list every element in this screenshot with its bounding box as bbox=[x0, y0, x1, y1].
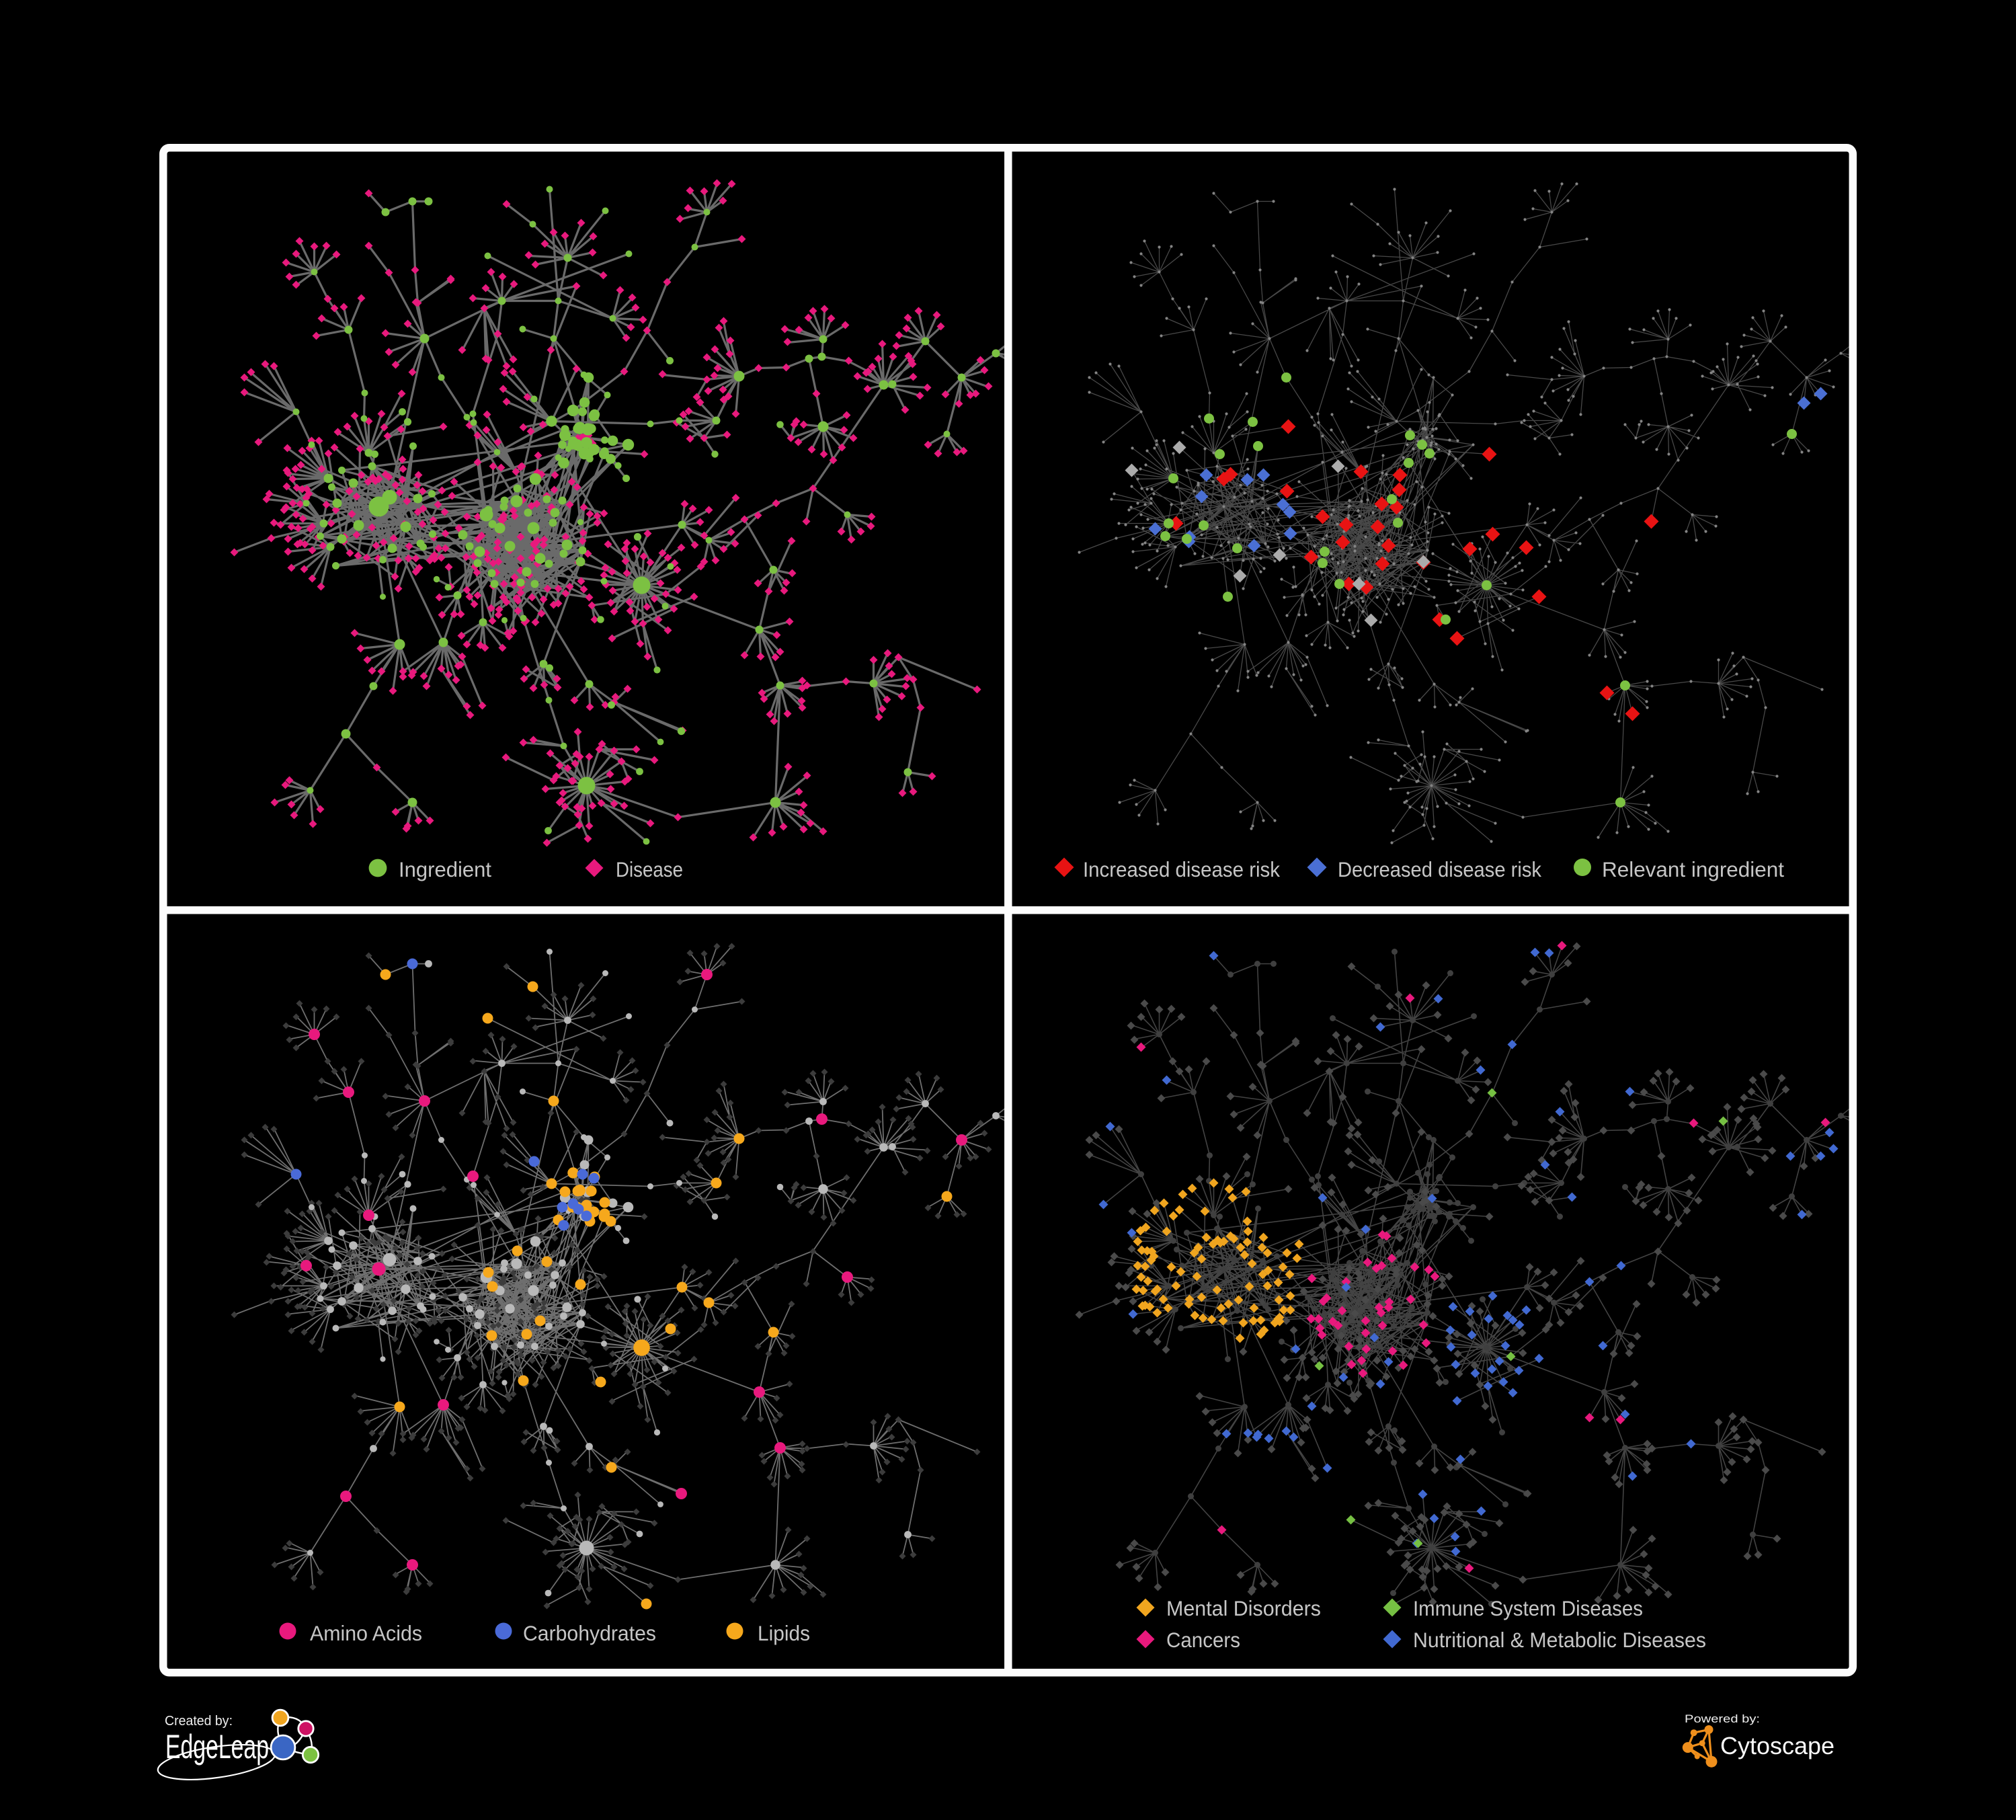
svg-text:Mental Disorders: Mental Disorders bbox=[1166, 1596, 1321, 1620]
svg-text:Carbohydrates: Carbohydrates bbox=[523, 1621, 656, 1645]
svg-text:Cancers: Cancers bbox=[1166, 1628, 1240, 1652]
svg-text:Relevant ingredient: Relevant ingredient bbox=[1602, 857, 1784, 881]
svg-text:Lipids: Lipids bbox=[758, 1621, 810, 1645]
svg-text:Ingredient: Ingredient bbox=[399, 857, 491, 881]
svg-text:Cytoscape: Cytoscape bbox=[1720, 1732, 1834, 1759]
svg-text:Immune System Diseases: Immune System Diseases bbox=[1413, 1596, 1643, 1620]
svg-text:Amino Acids: Amino Acids bbox=[310, 1621, 422, 1645]
svg-text:Decreased disease risk: Decreased disease risk bbox=[1338, 857, 1541, 881]
svg-text:Nutritional & Metabolic Diseas: Nutritional & Metabolic Diseases bbox=[1413, 1628, 1706, 1652]
svg-text:Increased disease risk: Increased disease risk bbox=[1083, 857, 1280, 881]
svg-text:Powered by:: Powered by: bbox=[1685, 1713, 1760, 1725]
svg-text:Created by:: Created by: bbox=[165, 1714, 233, 1729]
svg-text:Disease: Disease bbox=[616, 857, 683, 881]
